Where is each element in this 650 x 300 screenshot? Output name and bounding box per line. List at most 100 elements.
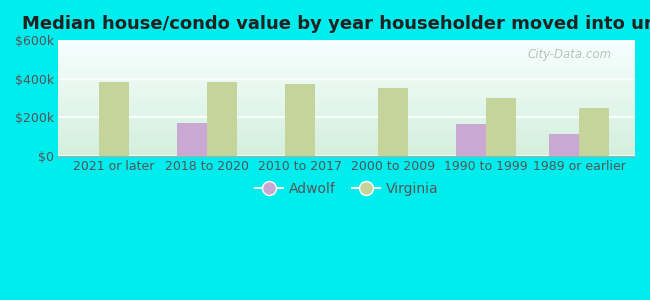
Bar — [58, 150, 635, 151]
Bar — [58, 152, 635, 153]
Bar — [58, 85, 635, 86]
Bar — [58, 120, 635, 121]
Bar — [58, 113, 635, 114]
Bar — [58, 82, 635, 83]
Bar — [58, 47, 635, 48]
Bar — [378, 88, 408, 156]
Bar — [58, 135, 635, 136]
Bar — [58, 112, 635, 113]
Bar — [58, 86, 635, 87]
Bar — [58, 122, 635, 123]
Bar — [58, 124, 635, 125]
Bar — [58, 51, 635, 52]
Bar — [58, 100, 635, 101]
Bar — [58, 107, 635, 108]
Bar — [58, 61, 635, 62]
Bar — [58, 57, 635, 58]
Bar — [285, 84, 315, 156]
Bar — [58, 108, 635, 109]
Bar — [58, 59, 635, 60]
Bar — [58, 89, 635, 90]
Bar — [58, 155, 635, 156]
Bar — [58, 148, 635, 149]
Bar — [58, 64, 635, 65]
Bar — [58, 87, 635, 88]
Bar — [99, 82, 129, 156]
Bar — [58, 147, 635, 148]
Bar — [58, 77, 635, 78]
Bar — [58, 68, 635, 69]
Bar — [58, 104, 635, 105]
Bar — [58, 123, 635, 124]
Bar — [58, 42, 635, 43]
Bar — [58, 80, 635, 81]
Bar — [58, 90, 635, 91]
Bar — [579, 109, 609, 156]
Bar — [58, 130, 635, 131]
Bar — [58, 96, 635, 97]
Bar — [58, 56, 635, 57]
Bar — [58, 125, 635, 126]
Bar — [58, 46, 635, 47]
Bar — [58, 78, 635, 79]
Bar — [58, 43, 635, 44]
Bar — [58, 95, 635, 96]
Bar — [58, 92, 635, 93]
Bar — [456, 124, 486, 156]
Bar — [58, 70, 635, 71]
Bar — [58, 146, 635, 147]
Bar — [58, 83, 635, 84]
Bar — [207, 82, 237, 156]
Bar — [58, 131, 635, 132]
Bar — [58, 103, 635, 104]
Bar — [58, 61, 635, 62]
Bar — [58, 118, 635, 119]
Bar — [58, 55, 635, 56]
Bar — [58, 50, 635, 51]
Bar — [58, 49, 635, 50]
Bar — [58, 58, 635, 59]
Bar — [58, 111, 635, 112]
Bar — [58, 119, 635, 120]
Bar — [58, 97, 635, 98]
Bar — [58, 133, 635, 134]
Bar — [58, 71, 635, 72]
Bar — [58, 99, 635, 100]
Bar — [58, 41, 635, 42]
Bar — [58, 98, 635, 99]
Bar — [58, 134, 635, 135]
Bar — [58, 138, 635, 139]
Bar — [58, 72, 635, 73]
Bar — [58, 81, 635, 82]
Bar — [58, 144, 635, 145]
Bar — [58, 93, 635, 94]
Bar — [58, 75, 635, 76]
Bar — [58, 40, 635, 41]
Bar — [58, 62, 635, 63]
Bar — [58, 48, 635, 49]
Bar — [58, 74, 635, 75]
Bar — [58, 105, 635, 106]
Bar — [58, 66, 635, 67]
Bar — [58, 149, 635, 150]
Legend: Adwolf, Virginia: Adwolf, Virginia — [250, 177, 443, 202]
Title: Median house/condo value by year householder moved into unit: Median house/condo value by year househo… — [22, 15, 650, 33]
Bar — [58, 54, 635, 55]
Bar — [58, 129, 635, 130]
Bar — [58, 79, 635, 80]
Bar — [58, 132, 635, 133]
Bar — [58, 76, 635, 77]
Bar — [58, 102, 635, 103]
Bar — [58, 154, 635, 155]
Bar — [58, 53, 635, 54]
Bar — [58, 140, 635, 141]
Bar — [58, 142, 635, 143]
Bar — [58, 153, 635, 154]
Bar — [177, 123, 207, 156]
Bar — [58, 136, 635, 137]
Bar — [58, 84, 635, 85]
Bar — [58, 128, 635, 129]
Bar — [58, 65, 635, 66]
Bar — [58, 121, 635, 122]
Bar — [58, 116, 635, 117]
